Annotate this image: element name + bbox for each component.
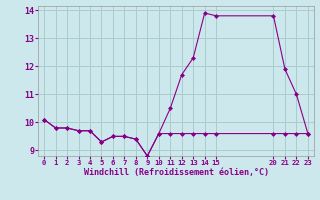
X-axis label: Windchill (Refroidissement éolien,°C): Windchill (Refroidissement éolien,°C): [84, 168, 268, 177]
